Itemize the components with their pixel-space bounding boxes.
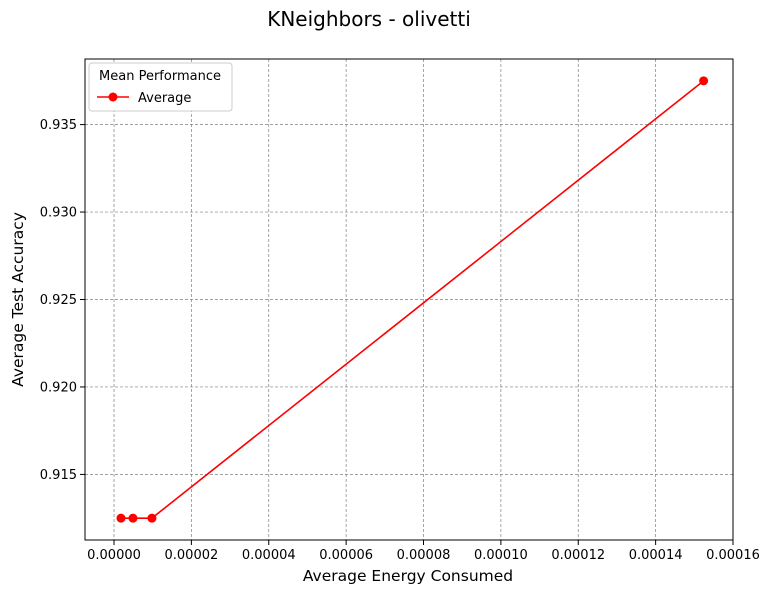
data-point xyxy=(116,513,126,523)
series-layer xyxy=(116,76,709,523)
x-tick-label: 0.00006 xyxy=(319,548,373,563)
legend-box xyxy=(88,62,233,112)
x-tick-label: 0.00010 xyxy=(474,548,528,563)
data-point xyxy=(699,76,709,86)
y-tick-label: 0.925 xyxy=(40,293,77,308)
y-axis-label: Average Test Accuracy xyxy=(9,212,27,387)
data-point xyxy=(128,513,138,523)
x-tick-label: 0.00008 xyxy=(397,548,451,563)
series-line-average xyxy=(120,80,705,519)
x-tick-label: 0.00002 xyxy=(165,548,219,563)
x-tick-label: 0.00012 xyxy=(551,548,605,563)
y-tick-label: 0.915 xyxy=(40,468,77,483)
legend-marker xyxy=(108,92,118,102)
x-axis-label: Average Energy Consumed xyxy=(303,567,513,585)
legend: Mean Performance Average xyxy=(88,62,233,112)
chart-title: KNeighbors - olivetti xyxy=(267,7,471,31)
x-tick-label: 0.00000 xyxy=(87,548,141,563)
y-tick-label: 0.930 xyxy=(40,206,77,221)
x-tick-label: 0.00004 xyxy=(242,548,296,563)
legend-title: Mean Performance xyxy=(99,69,221,84)
y-tick-label: 0.920 xyxy=(40,380,77,395)
data-point xyxy=(147,513,157,523)
legend-label-average: Average xyxy=(138,91,191,106)
y-tick-label: 0.935 xyxy=(40,118,77,133)
grid xyxy=(85,59,734,540)
x-tick-label: 0.00016 xyxy=(706,548,760,563)
ticks: 0.00000 0.00002 0.00004 0.00006 0.00008 0.000… xyxy=(40,118,760,563)
x-tick-label: 0.00014 xyxy=(629,548,683,563)
